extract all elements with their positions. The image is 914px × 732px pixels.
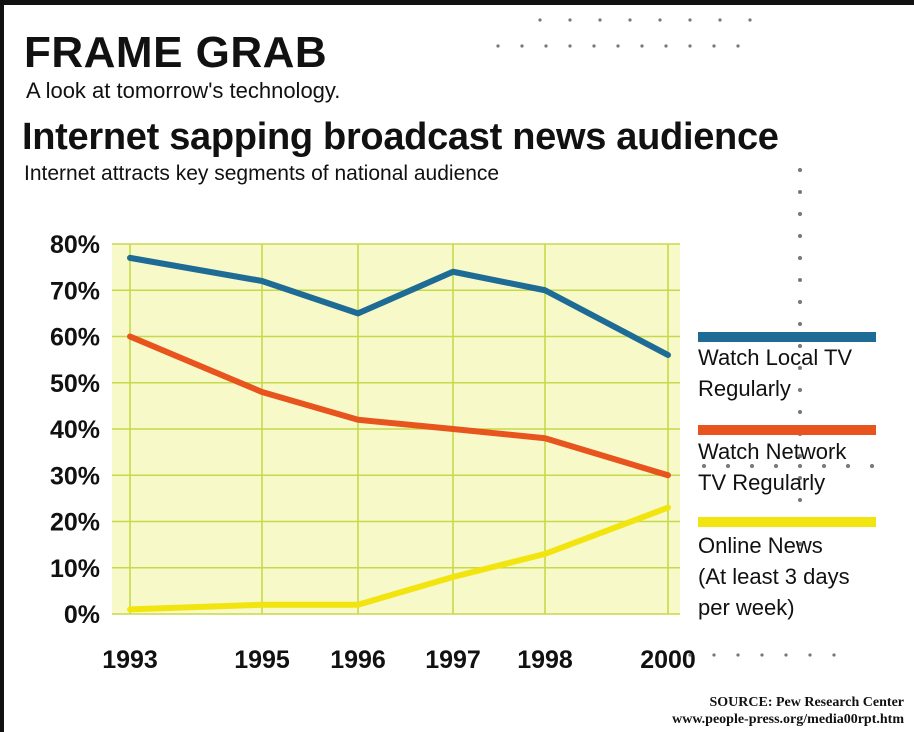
y-tick-label: 60%: [50, 324, 100, 352]
y-tick-label: 50%: [50, 370, 100, 398]
series-line: [127, 333, 671, 479]
legend-label-line: Watch Local TV: [698, 345, 853, 370]
y-tick-label: 80%: [50, 231, 100, 259]
x-tick-label: 1995: [234, 646, 290, 674]
legend-label: Online News (At least 3 days per week): [698, 530, 903, 623]
series-line: [127, 254, 671, 358]
source-note: SOURCE: Pew Research Center www.people-p…: [672, 694, 904, 728]
legend-label-line: TV Regularly: [698, 470, 826, 495]
x-tick-label: 1998: [517, 646, 573, 674]
legend-swatch: [698, 332, 876, 342]
legend-label: Watch Local TV Regularly: [698, 342, 903, 404]
source-line-2: www.people-press.org/media00rpt.htm: [672, 712, 904, 727]
y-tick-label: 0%: [64, 601, 100, 629]
y-tick-label: 70%: [50, 277, 100, 305]
legend-swatch: [698, 425, 876, 435]
chart-subtitle: Internet attracts key segments of nation…: [24, 162, 500, 185]
x-tick-label: 1993: [102, 646, 158, 674]
legend-swatch: [698, 517, 876, 527]
series-lines: [127, 254, 671, 613]
x-tick-label: 1997: [425, 646, 481, 674]
series-line: [127, 504, 671, 613]
gridlines: [112, 243, 680, 615]
decorative-dots: [496, 18, 874, 657]
x-tick-label: 2000: [640, 646, 696, 674]
y-tick-label: 40%: [50, 416, 100, 444]
legend-label: Watch Network TV Regularly: [698, 436, 903, 498]
legend-label-line: (At least 3 days: [698, 564, 850, 589]
y-axis-ticks: 0% 10% 20% 30% 40% 50% 60% 70% 80%: [50, 231, 100, 629]
y-tick-label: 30%: [50, 462, 100, 490]
legend-label-line: Online News: [698, 533, 823, 558]
banner-tagline: A look at tomorrow's technology.: [26, 78, 341, 103]
legend-label-line: Watch Network: [698, 439, 847, 464]
legend-label-line: Regularly: [698, 376, 791, 401]
legend-label-line: per week): [698, 595, 795, 620]
y-tick-label: 10%: [50, 555, 100, 583]
x-axis-ticks: 1993 1995 1996 1997 1998 2000: [102, 646, 696, 674]
x-tick-label: 1996: [330, 646, 386, 674]
y-tick-label: 20%: [50, 509, 100, 537]
chart-title: Internet sapping broadcast news audience: [22, 116, 779, 158]
source-line-1: SOURCE: Pew Research Center: [709, 695, 904, 710]
banner-title: FRAME GRAB: [24, 28, 328, 77]
